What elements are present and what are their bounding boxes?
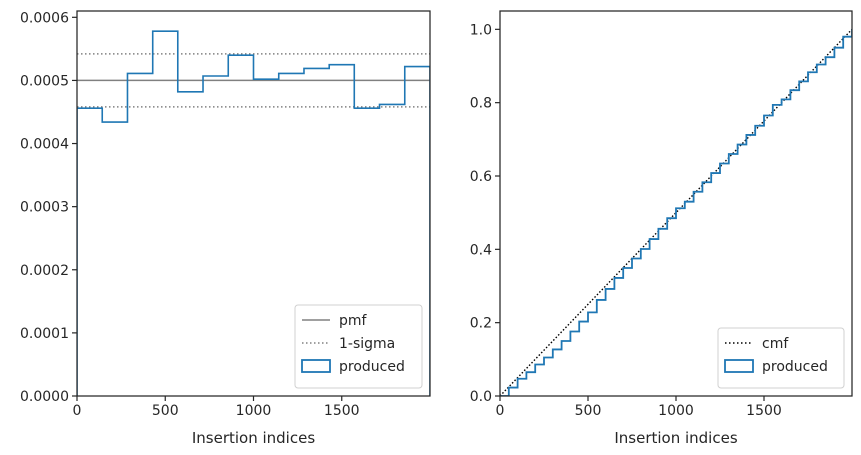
x-tick-label: 1500 [746, 403, 782, 419]
x-tick-label: 500 [575, 403, 602, 419]
legend: cmf produced [717, 327, 845, 389]
y-tick-label: 0.0005 [20, 73, 69, 89]
legend: pmf 1-sigma produced [294, 304, 423, 389]
plot-area [77, 30, 430, 396]
produced-histogram [77, 30, 430, 396]
y-tick-label: 0.6 [470, 169, 492, 185]
y-tick-label: 0.0002 [20, 263, 69, 279]
y-tick-label: 0.2 [470, 316, 492, 332]
x-tick-label: 500 [152, 403, 179, 419]
y-tick-label: 0.0000 [20, 389, 69, 405]
y-tick-label: 0.0003 [20, 200, 69, 216]
x-tick-label: 1000 [236, 403, 272, 419]
x-axis-label: Insertion indices [192, 429, 315, 447]
x-tick-label: 1000 [658, 403, 694, 419]
x-tick-label: 0 [73, 403, 82, 419]
legend-handle-patch [301, 359, 331, 373]
y-tick-label: 0.0004 [20, 137, 69, 153]
legend-handle-patch [724, 359, 754, 373]
legend-label: produced [339, 359, 405, 375]
legend-label: 1-sigma [339, 336, 395, 352]
x-tick-label: 1500 [324, 403, 360, 419]
y-tick-label: 0.8 [470, 96, 492, 112]
x-tick-label: 0 [496, 403, 505, 419]
y-tick-label: 0.0 [470, 389, 492, 405]
legend-label: produced [762, 359, 828, 375]
produced-line [500, 29, 852, 396]
y-tick-label: 0.4 [470, 242, 492, 258]
histogram-panel: 0 500 1000 1500 0.0000 0.0001 0.0002 0.0003 0.00… [20, 10, 431, 447]
legend-label: cmf [762, 336, 789, 352]
x-axis-label: Insertion indices [614, 429, 737, 447]
plot-area [500, 28, 852, 396]
y-tick-label: 1.0 [470, 22, 492, 38]
cumulative-panel: 0 500 1000 1500 0.0 0.2 0.4 0.6 0.8 1.0 Insertion … [470, 10, 853, 447]
y-tick-label: 0.0006 [20, 10, 69, 26]
legend-box [294, 304, 423, 389]
legend-label: pmf [339, 313, 368, 329]
y-tick-label: 0.0001 [20, 326, 69, 342]
